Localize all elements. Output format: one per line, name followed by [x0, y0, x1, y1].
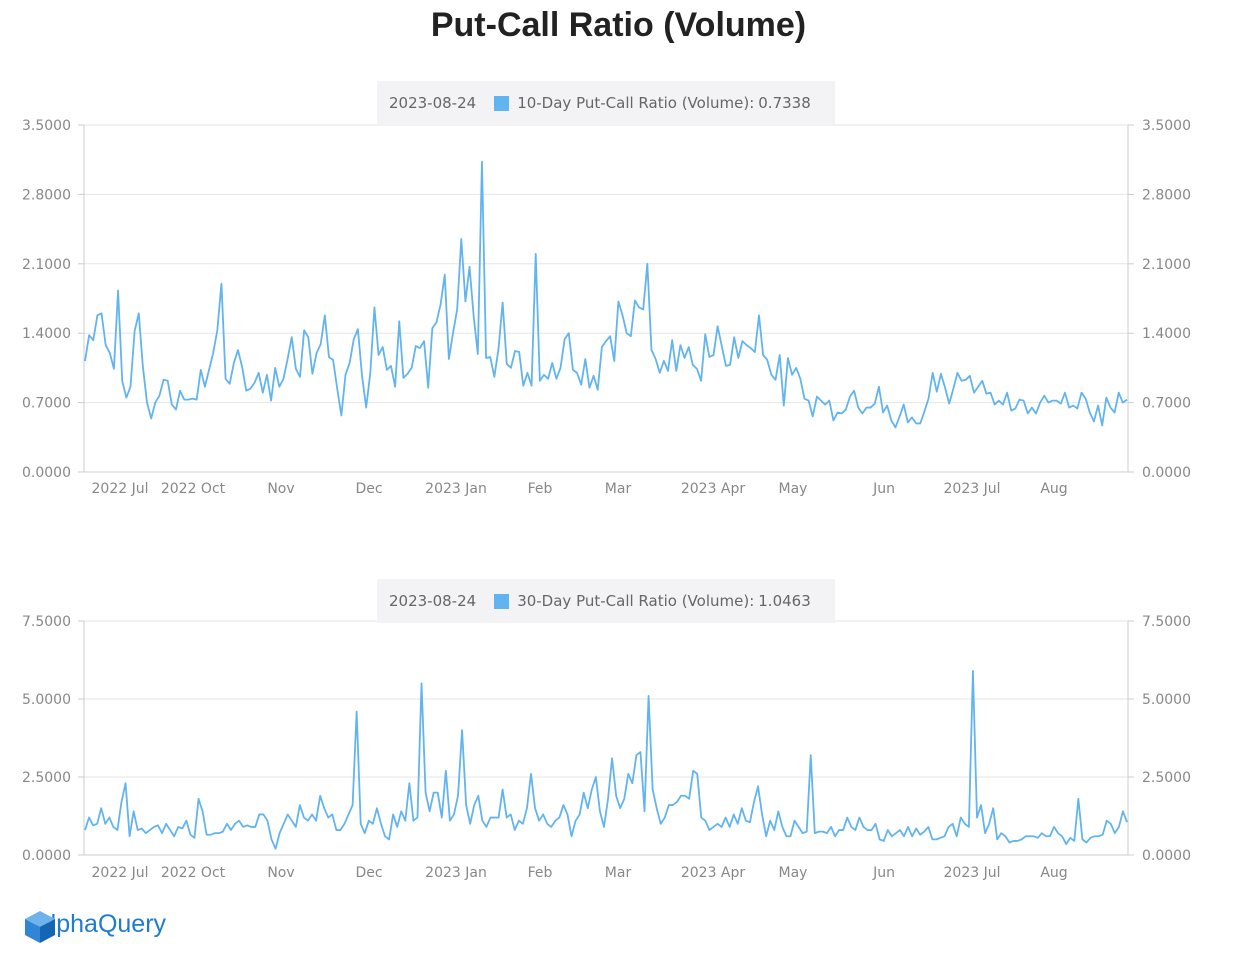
x-tick-label: 2023 Apr — [681, 865, 746, 881]
legend-label: 30-Day Put-Call Ratio (Volume): — [517, 592, 755, 610]
x-tick-label: May — [779, 481, 808, 497]
x-tick-label: Dec — [355, 481, 382, 497]
x-tick-label: 2023 Jul — [944, 481, 1001, 497]
legend-date: 2023-08-24 — [389, 592, 477, 610]
x-tick-label: 2023 Jan — [425, 481, 487, 497]
x-tick-label: Nov — [267, 481, 294, 497]
thirty-day-legend[interactable]: 2023-08-24 30-Day Put-Call Ratio (Volume… — [377, 579, 835, 623]
legend-date: 2023-08-24 — [389, 94, 477, 112]
x-tick-label: 2023 Jul — [944, 865, 1001, 881]
y-tick-label-right: 0.0000 — [1142, 848, 1191, 864]
y-tick-label-left: 2.5000 — [22, 770, 71, 786]
legend-swatch-icon — [494, 95, 510, 111]
y-tick-label-right: 5.0000 — [1142, 692, 1191, 708]
y-tick-label-right: 2.5000 — [1142, 770, 1191, 786]
x-tick-label: Mar — [605, 481, 632, 497]
y-tick-label-right: 3.5000 — [1142, 118, 1191, 134]
y-tick-label-left: 0.0000 — [22, 848, 71, 864]
y-tick-label-left: 1.4000 — [22, 326, 71, 342]
x-tick-label: 2023 Jan — [425, 865, 487, 881]
y-tick-label-left: 2.1000 — [22, 257, 71, 273]
ten-day-legend[interactable]: 2023-08-24 10-Day Put-Call Ratio (Volume… — [377, 81, 835, 125]
x-tick-label: 2022 Jul — [92, 481, 149, 497]
x-tick-label: Nov — [267, 865, 294, 881]
legend-value: 0.7338 — [758, 94, 811, 112]
thirty-day-chart-panel: 0.0000 0.0000 2.5000 2.5000 5.0000 5.0000 7.50… — [0, 560, 1237, 890]
y-tick-label-right: 2.8000 — [1142, 187, 1191, 203]
series-line — [84, 160, 1128, 429]
x-tick-label: Aug — [1040, 865, 1067, 881]
alphaquery-logo[interactable]: AlphaQuery — [24, 910, 167, 943]
cube-logo-icon — [25, 911, 55, 943]
x-tick-label: 2022 Oct — [161, 865, 226, 881]
x-tick-label: Aug — [1040, 481, 1067, 497]
brand-name: AlphaQuery — [34, 910, 167, 938]
legend-label: 10-Day Put-Call Ratio (Volume): — [517, 94, 755, 112]
y-tick-label-left: 3.5000 — [22, 118, 71, 134]
x-tick-label: Dec — [355, 865, 382, 881]
x-tick-label: Feb — [528, 481, 553, 497]
y-tick-label-left: 0.0000 — [22, 465, 71, 481]
x-tick-label: Jun — [872, 865, 895, 881]
y-tick-label-right: 0.0000 — [1142, 465, 1191, 481]
x-tick-label: Feb — [528, 865, 553, 881]
series-line — [84, 670, 1128, 850]
chart-title: Put-Call Ratio (Volume) — [430, 6, 807, 44]
x-tick-label: 2022 Oct — [161, 481, 226, 497]
y-tick-label-left: 2.8000 — [22, 187, 71, 203]
x-tick-label: Mar — [605, 865, 632, 881]
y-tick-label-left: 5.0000 — [22, 692, 71, 708]
x-tick-label: May — [779, 865, 808, 881]
legend-value: 1.0463 — [758, 592, 811, 610]
y-tick-label-left: 7.5000 — [22, 614, 71, 630]
y-tick-label-right: 1.4000 — [1142, 326, 1191, 342]
x-tick-label: 2022 Jul — [92, 865, 149, 881]
ten-day-chart-panel: 0.0000 0.0000 0.7000 0.7000 1.4000 1.4000 2.10… — [0, 60, 1237, 510]
x-tick-label: Jun — [872, 481, 895, 497]
ten-day-chart-svg: 0.0000 0.0000 0.7000 0.7000 1.4000 1.4000 2.10… — [22, 118, 1191, 497]
legend-swatch-icon — [494, 593, 510, 609]
y-tick-label-left: 0.7000 — [22, 396, 71, 412]
y-tick-label-right: 7.5000 — [1142, 614, 1191, 630]
y-tick-label-right: 2.1000 — [1142, 257, 1191, 273]
x-tick-label: 2023 Apr — [681, 481, 746, 497]
thirty-day-chart-svg: 0.0000 0.0000 2.5000 2.5000 5.0000 5.0000 7.50… — [22, 614, 1191, 881]
y-tick-label-right: 0.7000 — [1142, 396, 1191, 412]
